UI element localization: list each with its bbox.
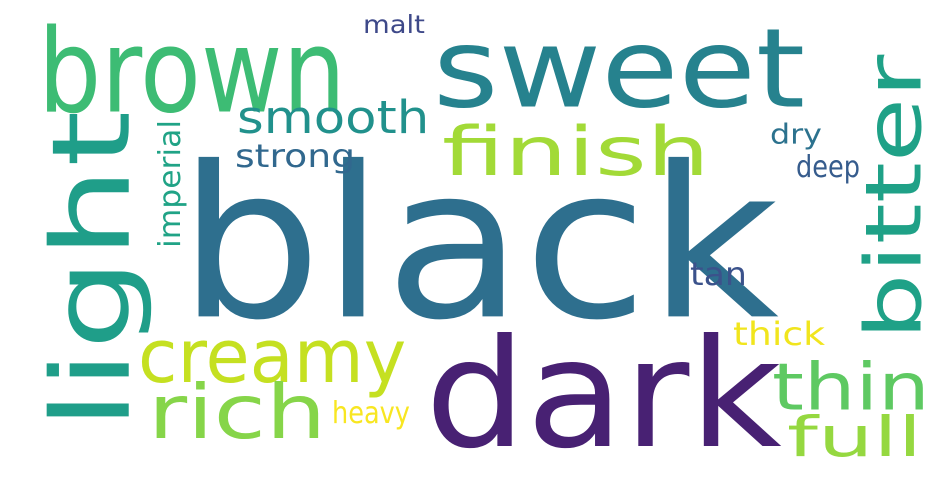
word-malt: malt: [363, 9, 425, 39]
word-imperial: imperial: [152, 119, 188, 248]
word-deep: deep: [796, 149, 860, 185]
word-thick: thick: [733, 315, 826, 353]
word-finish: finish: [442, 111, 710, 192]
word-sweet: sweet: [433, 4, 806, 133]
word-strong: strong: [235, 137, 356, 175]
word-light: light: [28, 110, 155, 431]
word-black: black: [178, 121, 779, 367]
word-rich: rich: [148, 368, 327, 456]
word-brown: brown: [38, 3, 346, 140]
word-heavy: heavy: [332, 395, 410, 431]
word-tan: tan: [690, 255, 747, 293]
word-dry: dry: [770, 117, 822, 151]
word-full: full: [787, 405, 923, 470]
word-smooth: smooth: [237, 90, 430, 144]
word-thin: thin: [772, 349, 930, 426]
word-dark: dark: [425, 306, 782, 482]
word-bitter: bitter: [847, 54, 940, 341]
word-creamy: creamy: [138, 313, 407, 400]
